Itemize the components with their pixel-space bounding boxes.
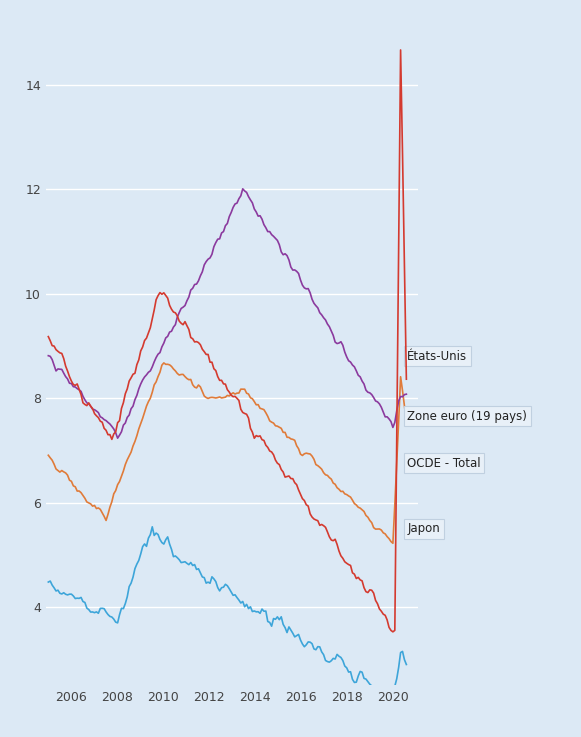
Text: Zone euro (19 pays): Zone euro (19 pays)	[407, 410, 527, 423]
Text: Japon: Japon	[407, 523, 440, 535]
Text: OCDE - Total: OCDE - Total	[407, 457, 481, 470]
Text: États-Unis: États-Unis	[407, 350, 467, 363]
